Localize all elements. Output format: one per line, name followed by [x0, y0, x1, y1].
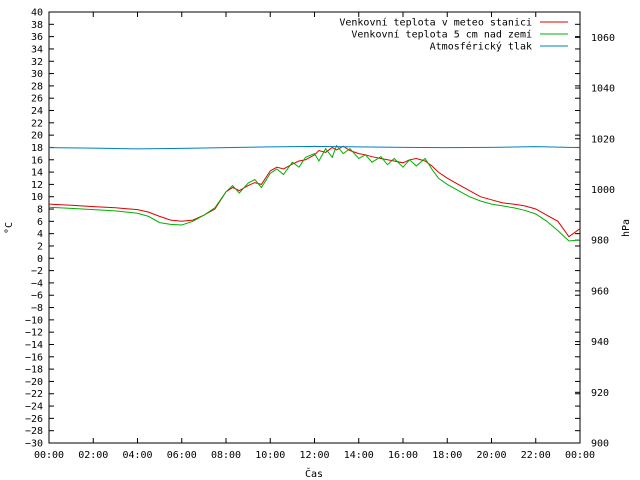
y2-tick-label: 1040: [591, 84, 615, 95]
y-tick-label: −4: [31, 278, 43, 289]
y-tick-label: −2: [31, 266, 43, 277]
x-tick-label: 00:00: [565, 450, 595, 461]
y2-tick-label: 920: [591, 388, 609, 399]
y-tick-label: 24: [31, 106, 43, 117]
y2-tick-label: 1000: [591, 185, 615, 196]
y-tick-label: 34: [31, 44, 43, 55]
y-tick-label: 4: [37, 229, 43, 240]
y-tick-label: 16: [31, 155, 43, 166]
y2-tick-label: 900: [591, 439, 609, 450]
y-tick-label: −8: [31, 303, 43, 314]
y-tick-label: 10: [31, 192, 43, 203]
x-tick-label: 06:00: [167, 450, 197, 461]
x-tick-label: 08:00: [211, 450, 241, 461]
y-tick-label: 0: [37, 254, 43, 265]
y-tick-label: 20: [31, 131, 43, 142]
y-tick-label: 6: [37, 217, 43, 228]
x-tick-label: 02:00: [78, 450, 108, 461]
series-lines: [48, 144, 581, 242]
y-tick-label: −10: [25, 315, 43, 326]
x-tick-label: 14:00: [344, 450, 374, 461]
y-tick-label: −18: [25, 365, 43, 376]
x-tick-label: 20:00: [476, 450, 506, 461]
y-tick-label: −24: [25, 402, 43, 413]
y2-tick-label: 960: [591, 286, 609, 297]
plot-frame: [48, 11, 581, 444]
y-tick-label: 18: [31, 143, 43, 154]
legend-label: Venkovní teplota 5 cm nad zemí: [351, 29, 532, 41]
y2-tick-label: 940: [591, 337, 609, 348]
left-axis-ticks: 4038363432302826242220181614121086420−2−…: [25, 8, 580, 450]
y2-tick-label: 1060: [591, 33, 615, 44]
y-tick-label: 32: [31, 57, 43, 68]
y-tick-label: 12: [31, 180, 43, 191]
y-tick-label: 2: [37, 241, 43, 252]
series-line-2: [48, 144, 581, 242]
x-tick-label: 04:00: [122, 450, 152, 461]
series-line-3: [48, 145, 581, 150]
y-tick-label: 36: [31, 32, 43, 43]
y-axis-label: °C: [4, 222, 15, 234]
y-tick-label: −16: [25, 352, 43, 363]
right-axis-ticks: 1060 1040 1020 1000 980 960 940 920 900: [575, 33, 615, 450]
x-axis-label: Čas: [305, 467, 323, 480]
y2-tick-label: 1020: [591, 134, 615, 145]
y-tick-label: 30: [31, 69, 43, 80]
y-tick-label: −6: [31, 291, 43, 302]
y2-tick-label: 980: [591, 236, 609, 247]
y-tick-label: −28: [25, 426, 43, 437]
y-tick-label: −20: [25, 377, 43, 388]
y-tick-label: −30: [25, 439, 43, 450]
y-tick-label: −26: [25, 414, 43, 425]
y-tick-label: −22: [25, 389, 43, 400]
x-axis-ticks: 00:00 02:00 04:00 06:00 08:00 10:00 12:00 14:00…: [34, 12, 595, 461]
y-tick-label: 14: [31, 168, 43, 179]
y-tick-label: 40: [31, 8, 43, 19]
legend-label: Atmosférický tlak: [430, 41, 532, 53]
x-tick-label: 12:00: [299, 450, 329, 461]
x-tick-label: 00:00: [34, 450, 64, 461]
y-tick-label: 8: [37, 205, 43, 216]
y-tick-label: −14: [25, 340, 43, 351]
y-tick-label: 26: [31, 94, 43, 105]
y-tick-label: 22: [31, 118, 43, 129]
x-tick-label: 18:00: [432, 450, 462, 461]
x-tick-label: 10:00: [255, 450, 285, 461]
x-tick-label: 16:00: [388, 450, 418, 461]
y-tick-label: −12: [25, 328, 43, 339]
y2-axis-label: hPa: [621, 219, 632, 237]
x-tick-label: 22:00: [521, 450, 551, 461]
y-tick-label: 28: [31, 81, 43, 92]
legend: Venkovní teplota v meteo staniciVenkovní…: [339, 17, 568, 53]
legend-label: Venkovní teplota v meteo stanici: [339, 17, 532, 29]
y-tick-label: 38: [31, 20, 43, 31]
series-line-1: [48, 145, 581, 238]
